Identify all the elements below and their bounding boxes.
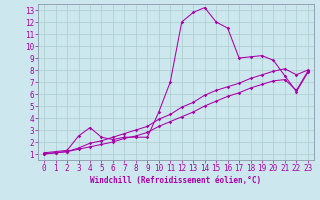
X-axis label: Windchill (Refroidissement éolien,°C): Windchill (Refroidissement éolien,°C) [91, 176, 261, 185]
